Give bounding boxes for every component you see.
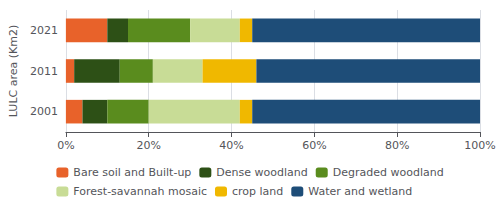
svg-text:0%: 0% — [57, 139, 74, 152]
svg-text:Water and wetland: Water and wetland — [308, 185, 412, 198]
svg-text:crop land: crop land — [232, 185, 283, 198]
svg-text:40%: 40% — [219, 139, 243, 152]
svg-text:100%: 100% — [464, 139, 495, 152]
svg-text:2001: 2001 — [30, 105, 58, 118]
svg-text:2011: 2011 — [30, 65, 58, 78]
svg-text:Forest-savannah mosaic: Forest-savannah mosaic — [73, 185, 207, 198]
svg-text:Bare soil and Built-up: Bare soil and Built-up — [73, 166, 191, 179]
svg-text:2021: 2021 — [30, 24, 58, 37]
svg-text:Degraded woodland: Degraded woodland — [333, 166, 444, 179]
svg-text:Dense woodland: Dense woodland — [216, 166, 307, 179]
svg-text:20%: 20% — [136, 139, 160, 152]
svg-text:LULC area (Km2): LULC area (Km2) — [7, 25, 20, 117]
svg-text:60%: 60% — [302, 139, 326, 152]
svg-text:80%: 80% — [385, 139, 409, 152]
